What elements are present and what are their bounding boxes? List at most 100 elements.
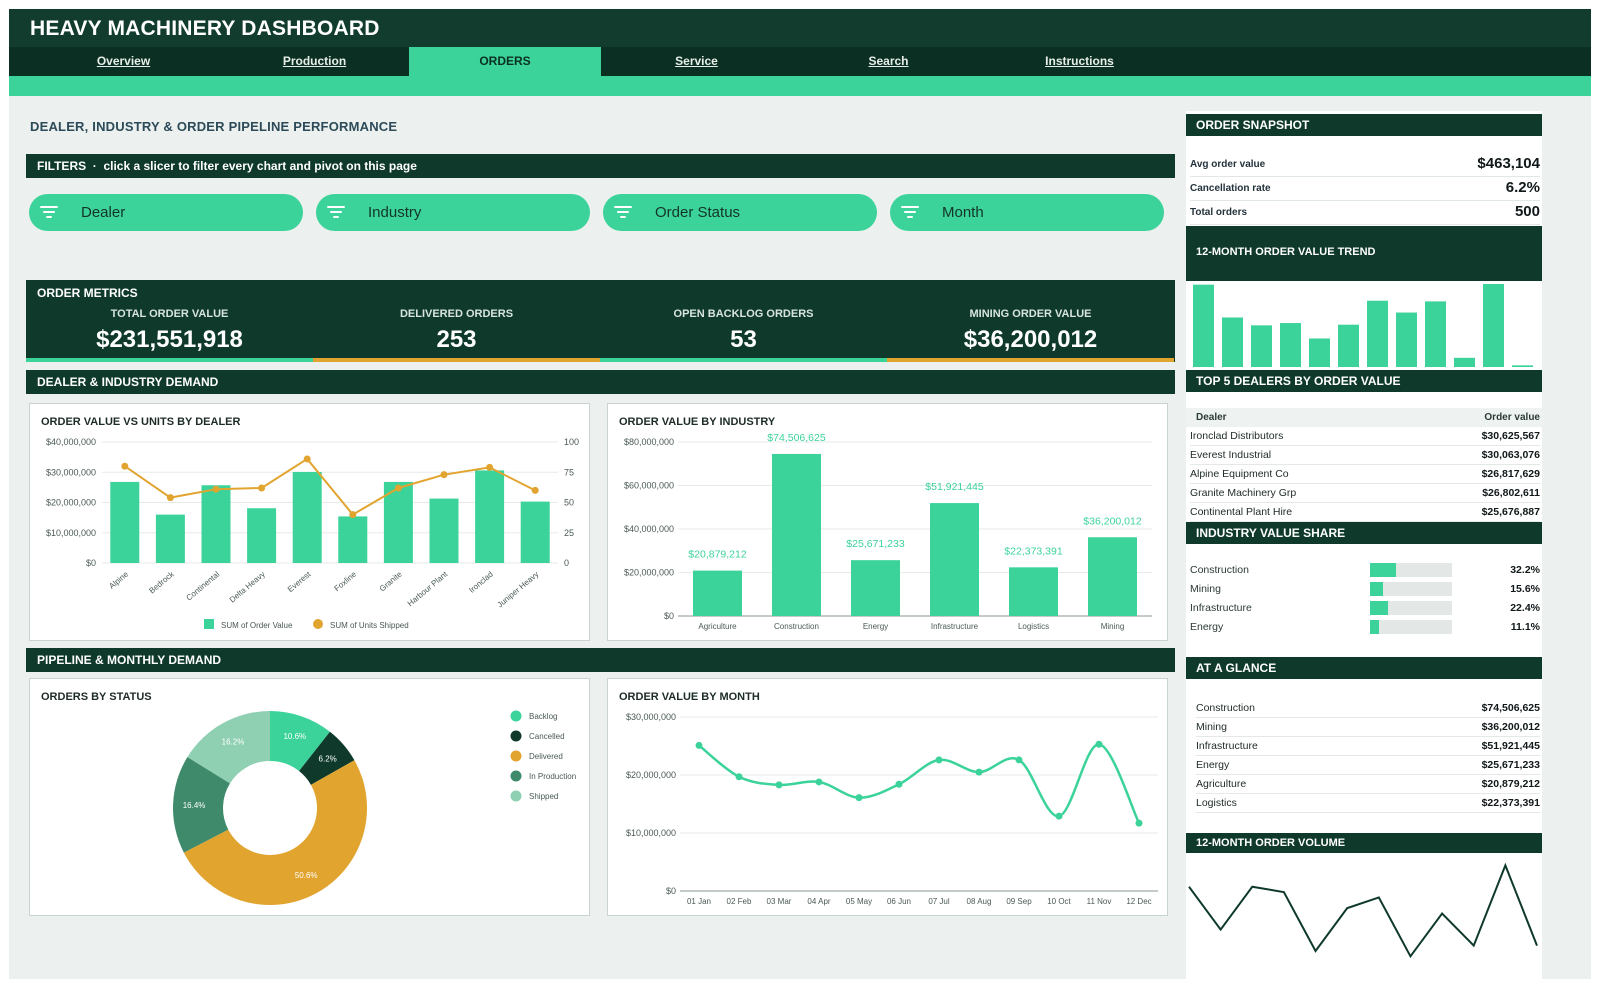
slicer-dealer[interactable]: Dealer [29, 194, 303, 231]
metric-label: TOTAL ORDER VALUE [110, 308, 229, 320]
slicer-month[interactable]: Month [890, 194, 1164, 231]
share-bar-fill [1370, 601, 1389, 615]
accent-strip [9, 76, 1591, 96]
tab-service[interactable]: Service [675, 54, 718, 68]
slicer-label: Industry [368, 204, 422, 221]
bar [1396, 312, 1417, 367]
metric-underline [600, 358, 887, 362]
slicer-label: Order Status [655, 204, 741, 221]
glance-label: Infrastructure [1196, 740, 1258, 752]
metric-mining-order-value: MINING ORDER VALUE $36,200,012 [887, 280, 1174, 362]
y-tick-label: $40,000,000 [46, 437, 96, 447]
industry-bar-chart: $80,000,000 $60,000,000 $40,000,000 $20,000… [624, 432, 1152, 631]
bar [1251, 325, 1272, 367]
x-tick-label: 12 Dec [1126, 897, 1151, 906]
dealer-name: Continental Plant Hire [1190, 506, 1293, 518]
trend-header: 12-MONTH ORDER VALUE TREND [1186, 226, 1542, 281]
share-bar-fill [1370, 582, 1383, 596]
snapshot-label: Total orders [1190, 207, 1248, 218]
volume-line-chart [1188, 862, 1538, 959]
x-tick-label: Everest [286, 569, 313, 594]
slicer-order-status[interactable]: Order Status [603, 194, 877, 231]
glance-label: Mining [1196, 721, 1227, 733]
chart-card-industry: ORDER VALUE BY INDUSTRY $80,000,000 $60,0… [607, 403, 1168, 641]
filter-icon [614, 206, 632, 218]
units-point [531, 486, 539, 494]
data-point [1055, 812, 1063, 820]
x-tick-label: 02 Feb [727, 897, 752, 906]
x-tick-label: Construction [774, 622, 819, 631]
bar [292, 471, 322, 563]
x-tick-label: 11 Nov [1087, 897, 1112, 906]
share-percent: 32.2% [1510, 564, 1540, 576]
bar [1425, 301, 1446, 367]
legend-swatch [313, 619, 323, 629]
data-point [1135, 819, 1143, 827]
dealer-name: Everest Industrial [1190, 449, 1272, 461]
column-order-value: Order value [1484, 412, 1540, 423]
bar [772, 453, 821, 616]
tab-instructions[interactable]: Instructions [1045, 54, 1114, 68]
data-point [775, 781, 783, 789]
metric-total-order-value: TOTAL ORDER VALUE $231,551,918 [26, 280, 313, 362]
bar [1088, 537, 1137, 616]
legend-label: Backlog [529, 712, 557, 721]
data-point [1095, 740, 1103, 748]
bar [1222, 317, 1243, 367]
tab-search[interactable]: Search [868, 54, 909, 68]
snapshot-row: Total orders 500 [1190, 202, 1540, 225]
share-label: Energy [1190, 621, 1224, 633]
share-bar-fill [1370, 620, 1380, 634]
snapshot-label: Avg order value [1190, 159, 1266, 170]
snapshot-row: Avg order value $463,104 [1190, 154, 1540, 177]
glance-value: $51,921,445 [1481, 740, 1540, 752]
trend-title: 12-MONTH ORDER VALUE TREND [1196, 246, 1376, 258]
bar [1338, 324, 1359, 367]
metric-underline [26, 358, 313, 362]
share-bar-track [1370, 620, 1452, 634]
y-tick-label: $30,000,000 [626, 712, 676, 722]
side-panel: ORDER SNAPSHOT Avg order value $463,104 … [1186, 111, 1542, 979]
metric-value: 53 [730, 326, 757, 353]
x-tick-label: Energy [863, 622, 888, 631]
dealer-name: Granite Machinery Grp [1190, 487, 1297, 499]
tab-production[interactable]: Production [282, 54, 347, 68]
x-tick-label: Agriculture [698, 622, 737, 631]
data-point [735, 773, 743, 781]
y-tick-label: $40,000,000 [624, 524, 674, 534]
y-tick-label: $60,000,000 [624, 481, 674, 491]
table-row: Construction $74,506,625 [1196, 699, 1540, 718]
metric-label: MINING ORDER VALUE [969, 308, 1092, 320]
x-tick-label: Bedrock [147, 569, 176, 595]
volume-line [1188, 862, 1538, 959]
x-tick-label: Delta Heavy [228, 570, 267, 605]
slice [270, 711, 330, 772]
share-percent: 22.4% [1510, 602, 1540, 614]
table-row: Agriculture $20,879,212 [1196, 775, 1540, 794]
filters-hint: click a slicer to filter every chart and… [103, 159, 417, 173]
chart-title: ORDER VALUE BY MONTH [619, 691, 760, 703]
x-tick-label: 04 Apr [807, 897, 830, 906]
tab-orders[interactable]: ORDERS [409, 47, 601, 76]
dealer-value: $25,676,887 [1481, 506, 1540, 518]
tab-overview[interactable]: Overview [96, 54, 151, 68]
bar [429, 498, 459, 563]
dealer-combo-chart: $40,000,000 100 $30,000,000 75 $20,000,000 50… [46, 437, 579, 630]
x-tick-label: 07 Jul [928, 897, 950, 906]
slicer-industry[interactable]: Industry [316, 194, 590, 231]
legend-label: In Production [529, 772, 576, 781]
filter-icon [327, 206, 345, 218]
data-label: $20,879,212 [688, 549, 747, 561]
share-percent: 15.6% [1510, 583, 1540, 595]
filters-separator: · [89, 159, 101, 173]
glance-label: Energy [1196, 759, 1230, 771]
units-point [212, 485, 220, 493]
table-row: Mining $36,200,012 [1196, 718, 1540, 737]
metric-label: DELIVERED ORDERS [399, 308, 514, 320]
top-dealers-header: TOP 5 DEALERS BY ORDER VALUE [1186, 370, 1542, 392]
units-point [440, 471, 448, 479]
legend-swatch [204, 619, 214, 629]
data-label: $36,200,012 [1083, 515, 1142, 527]
slice-label: 10.6% [283, 732, 306, 741]
data-point [895, 780, 903, 788]
